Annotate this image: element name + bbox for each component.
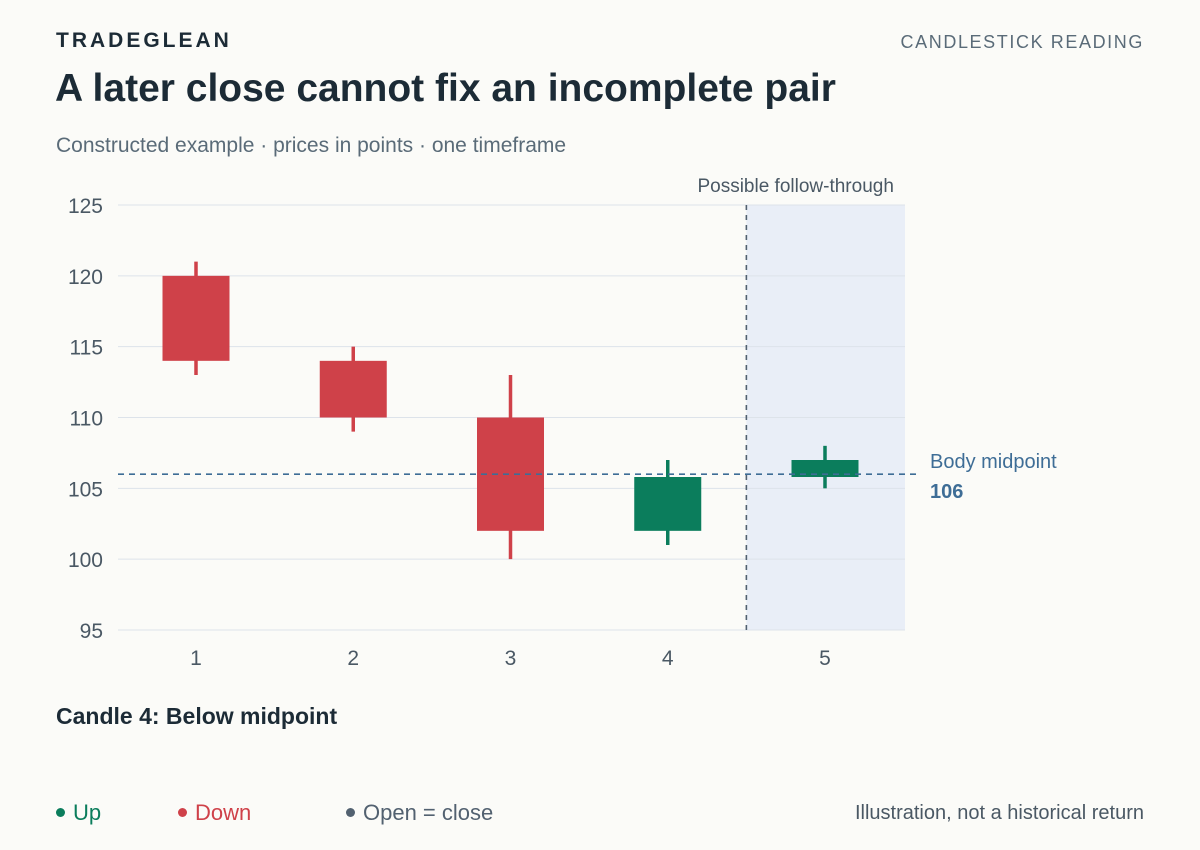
body-midpoint-value: 106: [930, 481, 963, 503]
page-subtitle: Constructed example · prices in points ·…: [56, 134, 567, 157]
page-title: A later close cannot fix an incomplete p…: [55, 67, 836, 110]
brand-name: TRADEGLEAN: [56, 29, 232, 52]
y-tick-label: 115: [70, 337, 103, 360]
y-tick-label: 125: [68, 195, 103, 218]
legend-up-dot-icon: [56, 807, 65, 817]
legend-down-label: Down: [195, 800, 252, 825]
x-tick-label: 4: [662, 647, 674, 670]
body-midpoint-label: Body midpoint: [930, 451, 1057, 473]
y-tick-label: 95: [80, 620, 103, 643]
x-tick-label: 3: [505, 647, 517, 670]
legend-down-dot-icon: [178, 807, 187, 817]
candle-2-body: [319, 360, 387, 418]
y-tick-label: 105: [68, 478, 103, 501]
y-tick-label: 110: [70, 408, 103, 431]
candle-4-body: [634, 477, 702, 531]
legend-item-down: Down: [178, 800, 251, 826]
legend-neutral-dot-icon: [346, 807, 355, 817]
candle-5-body: [791, 460, 859, 477]
legend-item-neutral: Open = close: [346, 800, 493, 826]
x-tick-label: 2: [347, 647, 359, 670]
y-tick-label: 120: [68, 266, 103, 289]
section-label: CANDLESTICK READING: [900, 32, 1144, 52]
candle-1-body: [162, 275, 230, 361]
region-label: Possible follow-through: [697, 176, 893, 197]
x-tick-label: 1: [190, 647, 202, 670]
y-tick-label: 100: [68, 549, 103, 572]
candle-3-body: [477, 417, 544, 531]
legend-neutral-label: Open = close: [363, 800, 494, 825]
x-tick-label: 5: [819, 647, 831, 670]
legend-up-label: Up: [73, 800, 102, 825]
legend-item-up: Up: [56, 800, 101, 826]
status-text: Candle 4: Below midpoint: [56, 703, 338, 729]
disclaimer-note: Illustration, not a historical return: [854, 802, 1144, 824]
